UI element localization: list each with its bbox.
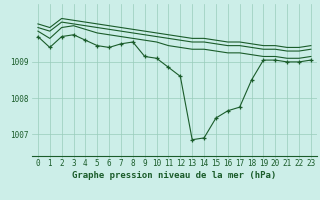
X-axis label: Graphe pression niveau de la mer (hPa): Graphe pression niveau de la mer (hPa) bbox=[72, 171, 276, 180]
